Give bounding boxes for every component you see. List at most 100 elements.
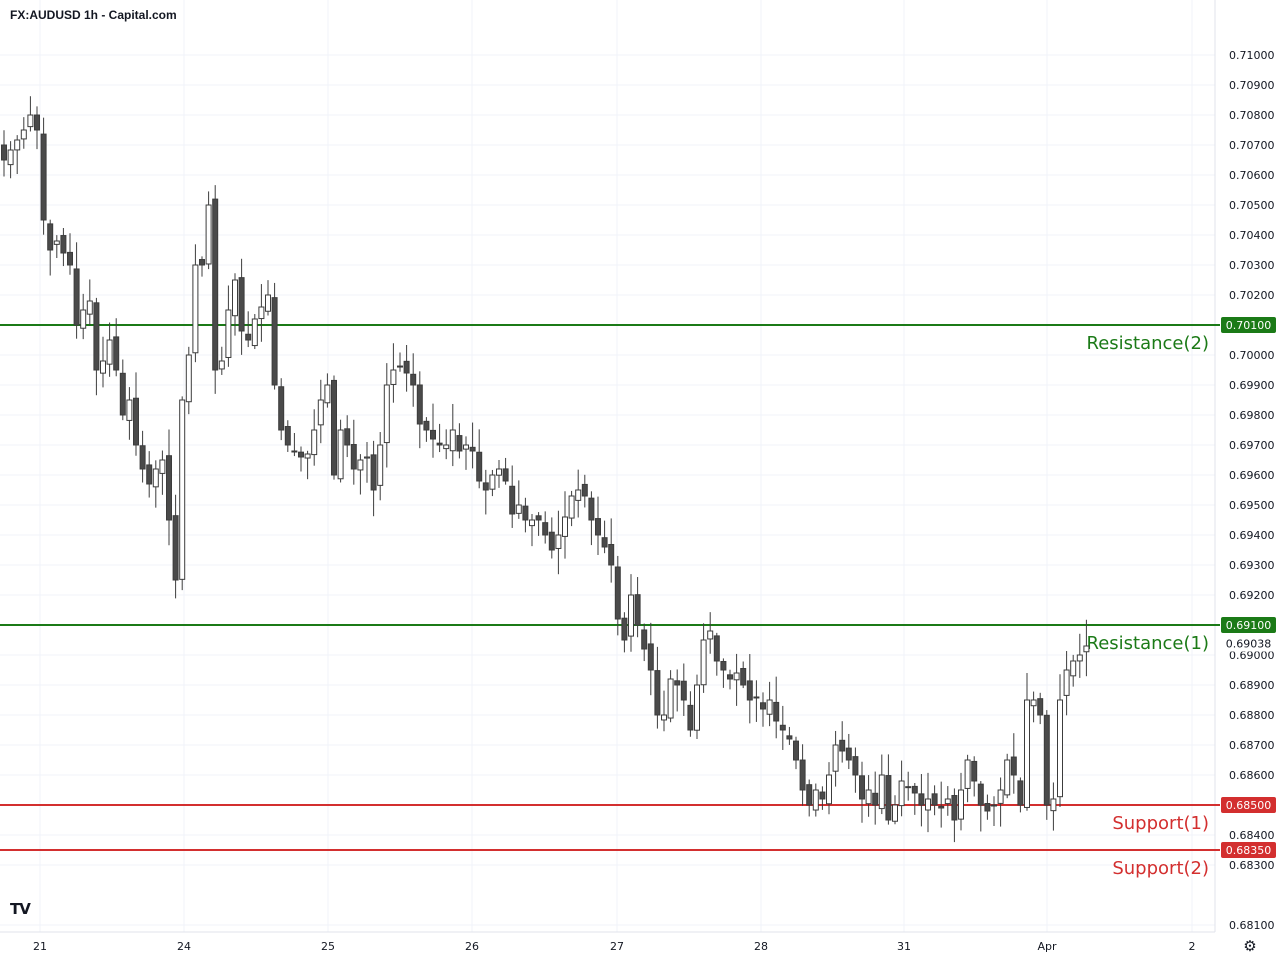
price-axis[interactable]: 0.71000 0.70900 0.70800 0.70700 0.70600 0.705… (1229, 49, 1275, 932)
candle-body[interactable] (700, 639, 707, 686)
gear-icon[interactable]: ⚙ (1243, 938, 1257, 955)
candle-body[interactable] (548, 531, 555, 551)
candle-body[interactable] (859, 775, 865, 800)
candle-body[interactable] (86, 300, 93, 315)
candle-body[interactable] (568, 495, 575, 519)
candle-body[interactable] (1076, 654, 1083, 662)
candle-body[interactable] (601, 537, 608, 548)
candle-body[interactable] (449, 429, 456, 452)
candle-body[interactable] (100, 360, 106, 374)
candle-body[interactable] (628, 594, 634, 637)
candle-body[interactable] (476, 451, 483, 482)
candle-body[interactable] (27, 114, 34, 128)
candle-body[interactable] (463, 444, 469, 450)
candle-body[interactable] (984, 803, 991, 812)
candle-body[interactable] (377, 444, 384, 486)
candle-body[interactable] (1037, 698, 1044, 716)
candle-body[interactable] (595, 518, 601, 536)
time-axis[interactable]: 21 24 25 26 27 28 31 Apr 2 (33, 940, 1196, 953)
candle-body[interactable] (865, 789, 872, 805)
candle-body[interactable] (410, 373, 417, 386)
candle-body[interactable] (575, 489, 582, 501)
candle-body[interactable] (905, 786, 912, 789)
candle-body[interactable] (707, 630, 714, 640)
candle-body[interactable] (885, 775, 892, 821)
candle-body[interactable] (667, 678, 674, 719)
candle-body[interactable] (251, 318, 258, 347)
candle-body[interactable] (212, 198, 219, 371)
candle-body[interactable] (661, 714, 667, 721)
candle-body[interactable] (845, 747, 852, 761)
candle-body[interactable] (806, 784, 813, 806)
candle-body[interactable] (73, 268, 80, 326)
candle-body[interactable] (179, 399, 186, 580)
candle-body[interactable] (931, 793, 938, 806)
candle-body[interactable] (918, 793, 925, 806)
candle-body[interactable] (542, 522, 549, 536)
candle-body[interactable] (1083, 645, 1090, 653)
candle-body[interactable] (911, 785, 918, 794)
candle-body[interactable] (1063, 669, 1070, 696)
candle-body[interactable] (482, 482, 489, 491)
candle-body[interactable] (469, 446, 476, 452)
candle-body[interactable] (819, 791, 826, 800)
candle-body[interactable] (740, 668, 747, 686)
candle-body[interactable] (713, 635, 720, 662)
candle-body[interactable] (1, 144, 7, 161)
candle-body[interactable] (746, 680, 753, 701)
candle-body[interactable] (344, 428, 351, 446)
candle-body[interactable] (779, 724, 786, 731)
candle-body[interactable] (238, 277, 245, 332)
candle-body[interactable] (515, 504, 522, 514)
candle-body[interactable] (225, 309, 232, 358)
candle-body[interactable] (760, 702, 766, 710)
candle-body[interactable] (383, 384, 390, 444)
candle-body[interactable] (621, 617, 628, 641)
candle-body[interactable] (964, 759, 971, 789)
candle-body[interactable] (278, 386, 285, 431)
candle-body[interactable] (839, 739, 846, 752)
candle-body[interactable] (53, 240, 60, 245)
candle-body[interactable] (357, 459, 364, 471)
candle-body[interactable] (80, 309, 87, 329)
candle-body[interactable] (172, 515, 179, 581)
candle-body[interactable] (958, 789, 964, 820)
candle-body[interactable] (331, 379, 337, 476)
candle-body[interactable] (720, 660, 727, 671)
candle-body[interactable] (397, 365, 403, 368)
candle-body[interactable] (951, 795, 958, 821)
candle-body[interactable] (146, 464, 153, 485)
candle-body[interactable] (502, 468, 509, 482)
candle-body[interactable] (562, 516, 568, 537)
candle-body[interactable] (938, 805, 945, 809)
candle-body[interactable] (892, 804, 898, 822)
candle-body[interactable] (971, 760, 978, 782)
candle-body[interactable] (872, 792, 879, 806)
candle-body[interactable] (113, 336, 120, 371)
candle-body[interactable] (166, 455, 172, 521)
candle-body[interactable] (258, 306, 265, 320)
candle-body[interactable] (60, 235, 67, 254)
candle-body[interactable] (34, 114, 40, 131)
candle-body[interactable] (997, 789, 1004, 804)
candle-body[interactable] (773, 701, 780, 722)
candle-body[interactable] (350, 444, 357, 470)
candle-body[interactable] (641, 629, 648, 650)
candle-body[interactable] (291, 450, 298, 453)
candle-body[interactable] (614, 566, 621, 620)
candle-body[interactable] (1043, 714, 1050, 806)
candle-body[interactable] (245, 333, 252, 341)
candle-body[interactable] (265, 294, 271, 312)
candle-body[interactable] (852, 756, 859, 776)
candle-body[interactable] (159, 459, 166, 474)
candle-body[interactable] (205, 204, 212, 265)
candle-body[interactable] (67, 251, 73, 266)
candle-body[interactable] (106, 339, 113, 365)
candle-body[interactable] (535, 515, 542, 521)
candle-body[interactable] (47, 223, 54, 251)
candle-body[interactable] (898, 780, 905, 807)
candle-body[interactable] (608, 543, 615, 566)
candle-body[interactable] (733, 672, 740, 681)
candle-body[interactable] (232, 279, 238, 317)
